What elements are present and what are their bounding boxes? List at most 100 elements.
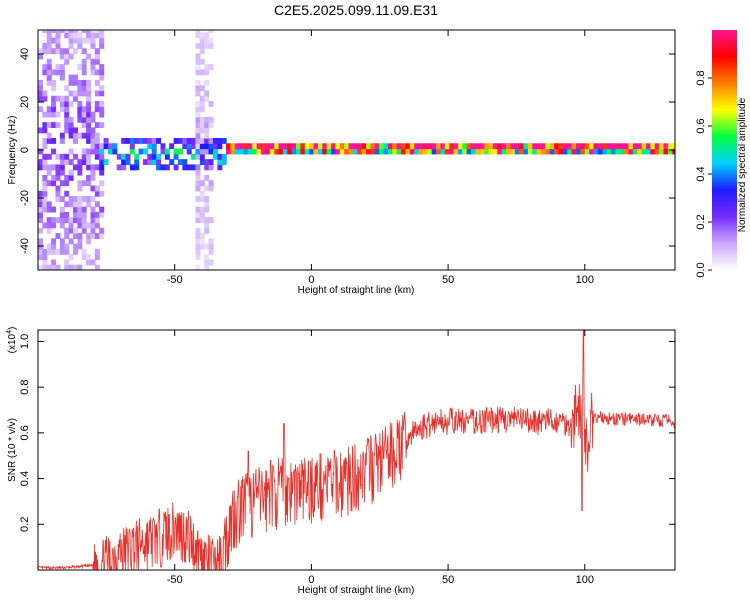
spectrogram-cell xyxy=(296,143,302,150)
spectrogram-cell xyxy=(55,248,61,255)
spectrogram-y-tick-label: 40 xyxy=(19,48,31,60)
spectrogram-cell xyxy=(138,138,144,144)
spectrogram-cell xyxy=(64,264,70,270)
colorbar-ticks: 0.0 0.2 0.4 0.6 0.8 xyxy=(695,70,712,278)
spectrogram-cell xyxy=(99,233,105,239)
spectrogram-cell xyxy=(287,148,293,155)
spectrogram-cell xyxy=(59,164,65,171)
spectrogram-cell xyxy=(580,143,586,150)
spectrogram-cell xyxy=(156,138,162,144)
spectrogram-cell xyxy=(374,143,380,150)
spectrogram-cell xyxy=(164,164,170,171)
spectrogram-cell xyxy=(86,116,92,123)
spectrogram-cell xyxy=(42,174,48,181)
spectrogram-cell xyxy=(191,143,197,150)
spectrogram-cell xyxy=(77,201,83,208)
spectrogram-cell xyxy=(72,196,78,202)
spectrogram-cell xyxy=(291,148,297,155)
spectrogram-y-label: Frequency (Hz) xyxy=(7,116,18,185)
spectrogram-cell xyxy=(239,148,245,155)
spectrogram-cell xyxy=(59,222,65,229)
spectrogram-cell xyxy=(558,148,564,155)
spectrogram-cell xyxy=(195,111,201,118)
spectrogram-cell xyxy=(68,201,74,208)
spectrogram-cell xyxy=(68,101,74,107)
spectrogram-cell xyxy=(160,148,166,155)
spectrogram-cell xyxy=(199,42,205,49)
spectrogram-cell xyxy=(322,148,328,155)
spectrogram-cell xyxy=(51,259,57,266)
spectrogram-cell xyxy=(195,127,201,134)
spectrogram-cell xyxy=(230,143,236,150)
spectrogram-cell xyxy=(291,143,297,150)
spectrogram-cell xyxy=(38,211,43,218)
spectrogram-cell xyxy=(99,106,105,113)
spectrogram-cell xyxy=(191,138,197,144)
spectrogram-cell xyxy=(147,143,153,150)
spectrogram-cell xyxy=(55,233,61,239)
spectrogram-cell xyxy=(431,148,437,155)
spectrogram-cell xyxy=(199,101,205,107)
spectrogram-cell xyxy=(234,143,240,150)
spectrogram-cell xyxy=(90,233,96,239)
spectrogram-cell xyxy=(571,148,577,155)
spectrogram-cell xyxy=(602,148,608,155)
spectrogram-cell xyxy=(199,106,205,113)
spectrogram-cell xyxy=(64,48,70,55)
spectrogram-cell xyxy=(265,143,271,150)
spectrogram-cell xyxy=(536,143,542,150)
spectrogram-cell xyxy=(90,164,96,171)
spectrogram-cell xyxy=(672,143,675,150)
spectrogram-cell xyxy=(331,143,337,150)
spectrogram-cell xyxy=(449,148,455,155)
spectrogram-cell xyxy=(199,85,205,92)
spectrogram-cell xyxy=(637,148,643,155)
spectrogram-cell xyxy=(208,101,214,107)
spectrogram-cell xyxy=(99,148,105,155)
spectrogram-cell xyxy=(103,143,109,150)
spectrogram-cell xyxy=(453,143,459,150)
spectrogram-cell xyxy=(506,148,512,155)
spectrogram-cell xyxy=(59,243,65,250)
spectrogram-cell xyxy=(46,32,52,39)
spectrogram-cell xyxy=(457,148,463,155)
spectrogram-cell xyxy=(72,227,78,234)
spectrogram-cell xyxy=(51,238,57,245)
spectrogram-cell xyxy=(348,143,354,150)
spectrogram-cell xyxy=(554,148,560,155)
spectrogram-cell xyxy=(436,148,442,155)
spectrogram-cell xyxy=(90,206,96,213)
spectrogram-cell xyxy=(94,190,100,197)
spectrogram-cell xyxy=(173,148,179,155)
spectrogram-cell xyxy=(484,143,490,150)
spectrogram-cell xyxy=(38,206,43,213)
spectrogram-cell xyxy=(457,143,463,150)
spectrogram-cell xyxy=(64,30,70,33)
spectrogram-cell xyxy=(42,248,48,255)
spectrogram-cell xyxy=(274,148,280,155)
spectrogram-cell xyxy=(195,248,201,255)
spectrogram-cell xyxy=(541,143,547,150)
spectrogram-cell xyxy=(195,148,201,155)
spectrogram-cell xyxy=(99,101,105,107)
spectrogram-cell xyxy=(81,254,87,261)
spectrogram-cell xyxy=(497,148,503,155)
spectrogram-cell xyxy=(339,143,345,150)
spectrogram-cell xyxy=(94,106,100,113)
spectrogram-cell xyxy=(81,48,87,55)
spectrogram-cell xyxy=(59,169,65,176)
spectrogram-cell xyxy=(46,180,52,187)
spectrogram-cell xyxy=(99,122,105,129)
spectrogram-cell xyxy=(204,264,210,270)
spectrogram-cell xyxy=(151,138,157,144)
spectrogram-cell xyxy=(64,159,70,165)
spectrogram-cell xyxy=(361,148,367,155)
spectrogram-cell xyxy=(86,259,92,266)
spectrogram-cell xyxy=(64,58,70,65)
spectrogram-cell xyxy=(90,227,96,234)
spectrogram-cell xyxy=(199,211,205,218)
colorbar-tick-label: 0.8 xyxy=(695,70,707,85)
spectrogram-cell xyxy=(396,143,402,150)
spectrogram-cell xyxy=(77,37,83,44)
spectrogram-cell xyxy=(59,48,65,55)
